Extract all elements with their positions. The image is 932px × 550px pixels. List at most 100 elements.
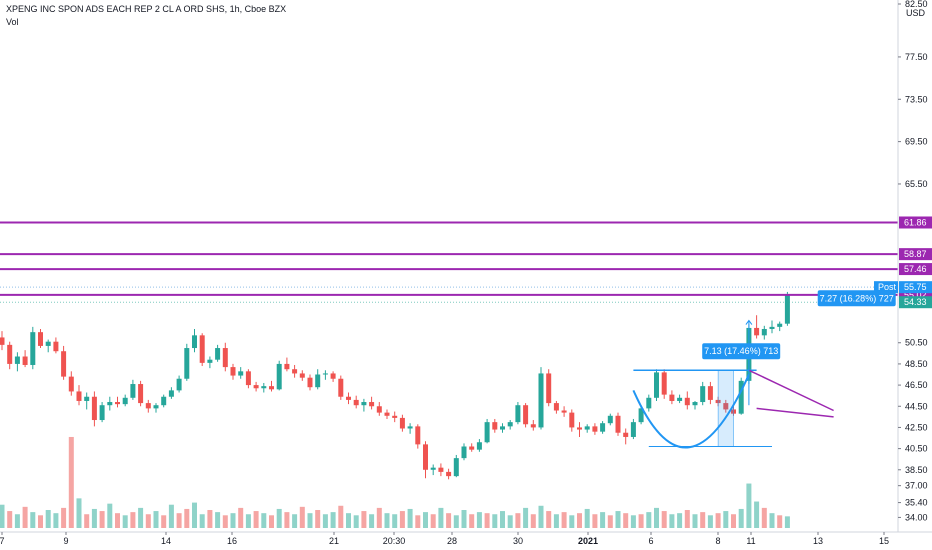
candle: [423, 441, 428, 479]
candle-body: [284, 363, 290, 370]
candle-body: [569, 412, 575, 428]
x-tick-label: 9: [63, 536, 68, 546]
volume-bar: [338, 505, 344, 528]
y-tick-label: 82.50: [905, 0, 928, 9]
candle-body: [384, 412, 390, 416]
candle: [707, 381, 713, 405]
candle: [161, 394, 167, 408]
pattern-drawings: [632, 319, 834, 449]
volume-bar: [523, 507, 529, 528]
candle-body: [207, 359, 213, 363]
candle-body: [453, 458, 459, 477]
price-tag-label: 55.75: [904, 282, 927, 292]
candle: [45, 339, 51, 353]
candle: [399, 414, 405, 432]
candle: [315, 369, 321, 390]
candle: [261, 382, 267, 393]
candle-body: [122, 397, 128, 405]
candle-body: [407, 426, 413, 429]
candle-body: [553, 403, 559, 411]
candle-body: [307, 377, 313, 388]
candle-body: [638, 408, 644, 423]
candle: [469, 443, 475, 452]
wedge-bottom-line: [756, 407, 834, 418]
volume-bar: [638, 514, 644, 528]
candle: [615, 412, 621, 436]
candle-body: [199, 335, 205, 363]
volume-bar: [14, 514, 20, 528]
candle-body: [654, 372, 659, 398]
candle: [484, 418, 490, 444]
candle-body: [630, 422, 636, 437]
volume-bar: [130, 512, 136, 528]
candle: [684, 391, 690, 410]
y-tick-label: 34.00: [905, 512, 928, 522]
y-tick-label: 35.40: [905, 498, 928, 508]
candle-body: [68, 376, 74, 392]
candle-body: [315, 374, 321, 388]
candle: [561, 406, 567, 417]
candle: [784, 291, 790, 326]
candle-body: [584, 426, 590, 430]
level-tag-label: 57.46: [904, 264, 927, 274]
measure-bubble-text: 7.13 (17.46%) 713: [704, 346, 778, 356]
y-tick-label: 73.50: [905, 94, 928, 104]
volume-bar: [469, 514, 475, 528]
candle-body: [99, 405, 105, 421]
candle: [330, 371, 336, 382]
volume-bar: [784, 516, 790, 528]
volume-bar: [145, 514, 151, 528]
candle-body: [484, 422, 490, 443]
volume-bar: [161, 515, 167, 528]
y-tick-label: 69.50: [905, 137, 928, 147]
volume-bar: [253, 511, 259, 528]
candle: [600, 421, 606, 434]
candle-body: [330, 373, 336, 379]
candle: [353, 395, 359, 409]
volume-bar: [353, 515, 359, 528]
y-tick-label: 77.50: [905, 52, 928, 62]
candle-body: [299, 373, 305, 378]
measure-annotations: 7.13 (17.46%) 713 7.27 (16.28%) 727: [702, 290, 896, 360]
candle-body: [546, 373, 552, 404]
x-tick-label: 15: [879, 536, 889, 546]
candle: [91, 391, 97, 427]
candle-body: [399, 417, 405, 429]
volume-bar: [630, 515, 636, 528]
volume-bar: [192, 502, 197, 528]
y-tick-label: 38.50: [905, 465, 928, 475]
candle: [515, 402, 521, 425]
chart-title: XPENG INC SPON ADS EACH REP 2 CL A ORD S…: [6, 4, 287, 14]
candle: [553, 400, 559, 414]
candle-body: [623, 432, 629, 437]
candle: [376, 402, 382, 416]
y-tick-label: 37.00: [905, 481, 928, 491]
x-tick-label: 14: [161, 536, 171, 546]
level-tag-label: 61.86: [904, 217, 927, 227]
volume-bar: [284, 512, 290, 528]
x-tick-label: 2021: [578, 536, 598, 546]
candle-body: [492, 422, 498, 430]
volume-bar: [315, 510, 321, 528]
volume-bar: [592, 514, 598, 528]
candle: [392, 411, 398, 423]
volume-bar: [754, 501, 760, 528]
candle-body: [700, 386, 706, 403]
volume-bar: [76, 498, 82, 528]
candle: [630, 418, 636, 440]
candle: [692, 400, 698, 410]
candle-body: [230, 367, 236, 376]
volume-bar: [577, 513, 582, 528]
candle-body: [269, 386, 274, 390]
candle-body: [53, 341, 59, 352]
volume-bar: [399, 511, 405, 528]
candle: [523, 403, 529, 428]
candle-body: [538, 373, 544, 428]
candle-body: [91, 396, 97, 421]
candle-body: [30, 332, 36, 365]
candle-body: [253, 385, 259, 389]
volume-bar: [215, 512, 221, 528]
volume-bar: [446, 513, 452, 528]
candle-body: [61, 351, 67, 377]
